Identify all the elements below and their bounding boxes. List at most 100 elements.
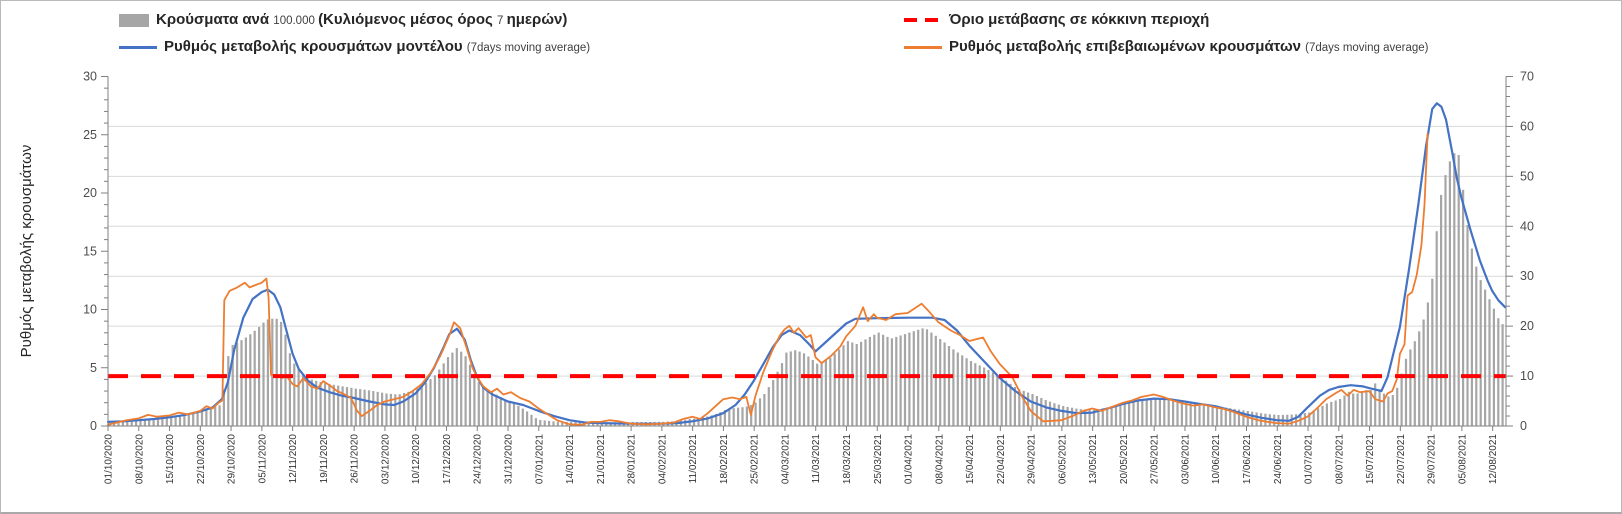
bar bbox=[407, 391, 410, 426]
bar bbox=[482, 385, 485, 426]
bar bbox=[1031, 394, 1034, 426]
left-axis-tick-label: 25 bbox=[83, 128, 97, 142]
bar bbox=[530, 414, 533, 426]
bar bbox=[1040, 398, 1043, 426]
bar bbox=[1035, 396, 1038, 426]
bar bbox=[899, 335, 902, 426]
bar bbox=[411, 390, 414, 426]
cases-bars bbox=[108, 153, 1504, 426]
bar bbox=[244, 337, 247, 426]
bar bbox=[930, 332, 933, 426]
x-axis-tick-label: 12/11/2020 bbox=[288, 434, 299, 484]
bar bbox=[425, 382, 428, 426]
bar bbox=[943, 342, 946, 426]
bar bbox=[780, 363, 784, 426]
bar bbox=[1119, 403, 1122, 426]
bar bbox=[1106, 407, 1109, 426]
right-axis: 0 10 20 30 40 50 60 70 bbox=[1506, 70, 1534, 433]
bar bbox=[851, 342, 854, 426]
bar bbox=[1084, 409, 1087, 426]
dashed-line-swatch-icon bbox=[904, 18, 942, 22]
bar bbox=[882, 334, 885, 426]
left-axis-tick-label: 5 bbox=[90, 361, 97, 375]
bar bbox=[438, 369, 441, 426]
bar bbox=[1360, 391, 1364, 426]
bar bbox=[710, 415, 713, 426]
bar bbox=[1194, 402, 1197, 426]
bar bbox=[293, 363, 296, 426]
bar bbox=[807, 356, 810, 426]
bar bbox=[728, 408, 731, 426]
bar bbox=[209, 408, 212, 426]
x-axis-tick-label: 29/10/2020 bbox=[227, 434, 238, 484]
bar bbox=[789, 351, 792, 426]
bar bbox=[341, 386, 344, 426]
bar bbox=[139, 420, 142, 426]
bar bbox=[205, 409, 208, 426]
bar bbox=[315, 380, 318, 426]
bar bbox=[174, 416, 177, 426]
bar bbox=[1264, 413, 1267, 426]
bar bbox=[1343, 395, 1346, 426]
bar bbox=[1158, 398, 1161, 426]
bar bbox=[758, 398, 762, 426]
bar bbox=[1444, 175, 1447, 426]
bar bbox=[1448, 161, 1451, 426]
bar bbox=[394, 394, 397, 426]
x-axis-tick-label: 22/07/2021 bbox=[1396, 434, 1407, 484]
bar bbox=[767, 387, 770, 426]
confirmed-rate-line bbox=[107, 132, 1429, 426]
x-axis-tick-label: 22/10/2020 bbox=[196, 434, 207, 484]
bar bbox=[1224, 407, 1227, 426]
bar bbox=[908, 332, 911, 426]
bar bbox=[240, 340, 243, 426]
bar bbox=[262, 322, 265, 426]
bar bbox=[719, 412, 722, 426]
bar bbox=[521, 408, 524, 426]
bar bbox=[367, 390, 371, 426]
bar bbox=[947, 346, 951, 426]
bar bbox=[1053, 403, 1056, 426]
bar bbox=[1426, 302, 1429, 426]
bar bbox=[350, 387, 353, 426]
bar bbox=[517, 405, 520, 426]
bar bbox=[1048, 401, 1052, 426]
bar bbox=[1075, 408, 1078, 426]
bar bbox=[1488, 299, 1491, 426]
bar bbox=[939, 339, 942, 426]
bar bbox=[1435, 231, 1438, 426]
bar bbox=[468, 364, 472, 426]
x-axis-tick-label: 01/07/2021 bbox=[1304, 434, 1315, 484]
bar bbox=[455, 348, 458, 426]
bar bbox=[925, 329, 929, 426]
bar bbox=[178, 415, 182, 426]
bar bbox=[1114, 405, 1118, 426]
bar bbox=[249, 334, 252, 426]
x-axis-tick-label: 19/11/2020 bbox=[319, 434, 330, 484]
bar bbox=[165, 417, 168, 426]
left-axis-title: Ρυθμός μεταβολής κρουσμάτων bbox=[18, 145, 35, 358]
bar bbox=[1000, 377, 1003, 426]
x-axis-tick-label: 15/10/2020 bbox=[165, 434, 176, 484]
legend-label: Ρυθμός μεταβολής κρουσμάτων μοντέλου (7d… bbox=[164, 38, 591, 55]
bar bbox=[1123, 402, 1126, 426]
bar bbox=[864, 339, 867, 426]
bar bbox=[1097, 409, 1100, 426]
bar bbox=[1352, 393, 1355, 426]
x-axis-tick-label: 29/07/2021 bbox=[1427, 434, 1438, 484]
bar bbox=[403, 393, 406, 426]
bar bbox=[121, 420, 124, 426]
bar bbox=[266, 319, 269, 426]
bar bbox=[297, 369, 300, 426]
legend-label: Κρούσματα ανά 100.000 (Κυλιόμενος μέσος … bbox=[156, 11, 568, 28]
bar bbox=[1470, 248, 1473, 426]
bar bbox=[1378, 389, 1381, 426]
bar bbox=[1396, 387, 1399, 426]
x-axis-tick-label: 25/03/2021 bbox=[873, 434, 884, 484]
bar bbox=[1321, 405, 1324, 426]
bar bbox=[275, 318, 278, 426]
bar bbox=[143, 419, 146, 426]
bar bbox=[1317, 408, 1320, 426]
bar bbox=[196, 411, 199, 426]
bar bbox=[1295, 414, 1298, 426]
